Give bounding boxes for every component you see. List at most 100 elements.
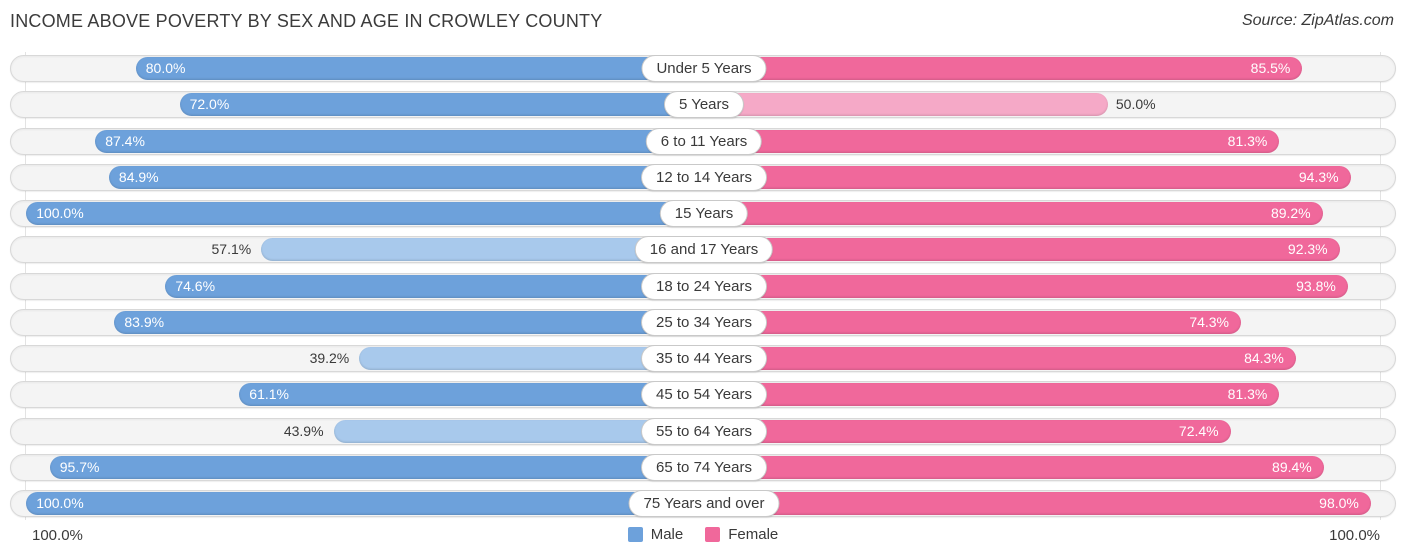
female-value-label: 89.4% bbox=[1272, 458, 1312, 475]
category-label: 35 to 44 Years bbox=[641, 345, 767, 372]
category-label: 25 to 34 Years bbox=[641, 308, 767, 336]
male-bar[interactable] bbox=[165, 274, 704, 298]
chart-row: 100.0% 98.0% 75 Years and over bbox=[10, 490, 1396, 517]
male-value-label: 100.0% bbox=[36, 205, 84, 221]
male-bar[interactable] bbox=[261, 238, 704, 262]
female-value-label: 94.3% bbox=[1298, 168, 1339, 185]
chart-row: 39.2% 84.3% 35 to 44 Years bbox=[10, 345, 1396, 372]
female-bar[interactable] bbox=[704, 419, 1231, 443]
category-label: 15 Years bbox=[659, 200, 749, 227]
male-bar[interactable] bbox=[333, 419, 704, 443]
male-bar[interactable] bbox=[26, 202, 704, 225]
bar-track: 57.1% 92.3% 16 and 17 Years bbox=[10, 236, 1396, 264]
male-bar[interactable] bbox=[135, 57, 704, 80]
male-value-label: 57.1% bbox=[211, 241, 252, 258]
bar-track: 80.0% 85.5% Under 5 Years bbox=[10, 55, 1396, 82]
female-bar[interactable] bbox=[704, 165, 1351, 189]
chart-row: 61.1% 81.3% 45 to 54 Years bbox=[10, 381, 1396, 409]
male-value-label: 84.9% bbox=[118, 168, 159, 185]
bar-track: 100.0% 89.2% 15 Years bbox=[10, 200, 1396, 227]
male-value-label: 80.0% bbox=[145, 60, 186, 76]
male-bar[interactable] bbox=[239, 383, 704, 407]
category-label: 16 and 17 Years bbox=[634, 236, 774, 264]
bar-track: 84.9% 94.3% 12 to 14 Years bbox=[10, 163, 1396, 191]
male-bar[interactable] bbox=[108, 165, 704, 189]
female-bar[interactable] bbox=[704, 238, 1340, 262]
female-value-label: 89.2% bbox=[1270, 205, 1311, 221]
female-bar[interactable] bbox=[704, 455, 1324, 479]
female-value-label: 92.3% bbox=[1287, 241, 1328, 258]
female-swatch-icon bbox=[705, 527, 721, 542]
female-bar[interactable] bbox=[704, 492, 1371, 515]
male-value-label: 43.9% bbox=[283, 422, 324, 439]
male-bar[interactable] bbox=[95, 129, 704, 153]
male-bar[interactable] bbox=[114, 310, 704, 334]
female-bar[interactable] bbox=[704, 347, 1296, 370]
female-value-label: 98.0% bbox=[1319, 495, 1359, 511]
chart-row: 83.9% 74.3% 25 to 34 Years bbox=[10, 308, 1396, 336]
female-value-label: 50.0% bbox=[1115, 96, 1156, 113]
bar-track: 83.9% 74.3% 25 to 34 Years bbox=[10, 308, 1396, 336]
bar-track: 87.4% 81.3% 6 to 11 Years bbox=[10, 127, 1396, 155]
bar-track: 72.0% 50.0% 5 Years bbox=[10, 91, 1396, 119]
category-label: 6 to 11 Years bbox=[645, 127, 763, 155]
male-bar[interactable] bbox=[26, 492, 704, 515]
chart-row: 43.9% 72.4% 55 to 64 Years bbox=[10, 417, 1396, 445]
category-label: 55 to 64 Years bbox=[641, 417, 767, 445]
chart-row: 84.9% 94.3% 12 to 14 Years bbox=[10, 163, 1396, 191]
male-value-label: 83.9% bbox=[124, 313, 165, 330]
male-swatch-icon bbox=[627, 527, 643, 542]
female-value-label: 72.4% bbox=[1178, 422, 1219, 439]
bar-track: 74.6% 93.8% 18 to 24 Years bbox=[10, 272, 1396, 300]
male-value-label: 39.2% bbox=[309, 350, 350, 366]
chart-row: 87.4% 81.3% 6 to 11 Years bbox=[10, 127, 1396, 155]
chart-row: 72.0% 50.0% 5 Years bbox=[10, 91, 1396, 119]
legend-male-label: Male bbox=[650, 526, 684, 543]
x-axis-label-left: 100.0% bbox=[32, 527, 83, 544]
bar-track: 43.9% 72.4% 55 to 64 Years bbox=[10, 417, 1396, 445]
male-bar[interactable] bbox=[49, 455, 704, 479]
male-bar[interactable] bbox=[179, 93, 704, 117]
female-bar[interactable] bbox=[704, 57, 1303, 80]
x-axis-label-right: 100.0% bbox=[1329, 527, 1380, 544]
category-label: 65 to 74 Years bbox=[641, 453, 767, 481]
bar-track: 95.7% 89.4% 65 to 74 Years bbox=[10, 453, 1396, 481]
bar-track: 39.2% 84.3% 35 to 44 Years bbox=[10, 345, 1396, 372]
female-bar[interactable] bbox=[704, 274, 1348, 298]
legend: Male Female bbox=[0, 526, 1406, 543]
legend-female-label: Female bbox=[728, 526, 779, 543]
category-label: 45 to 54 Years bbox=[641, 381, 767, 409]
female-bar[interactable] bbox=[704, 202, 1323, 225]
chart-row: 95.7% 89.4% 65 to 74 Years bbox=[10, 453, 1396, 481]
male-value-label: 72.0% bbox=[189, 96, 230, 113]
category-label: Under 5 Years bbox=[641, 55, 767, 82]
chart-row: 74.6% 93.8% 18 to 24 Years bbox=[10, 272, 1396, 300]
male-value-label: 87.4% bbox=[105, 132, 145, 149]
male-bar[interactable] bbox=[359, 347, 704, 370]
female-bar[interactable] bbox=[704, 129, 1280, 153]
chart-row: 100.0% 89.2% 15 Years bbox=[10, 200, 1396, 227]
category-label: 12 to 14 Years bbox=[641, 163, 767, 191]
male-value-label: 61.1% bbox=[249, 386, 289, 403]
female-value-label: 84.3% bbox=[1244, 350, 1284, 366]
category-label: 75 Years and over bbox=[628, 490, 780, 517]
female-value-label: 81.3% bbox=[1227, 386, 1268, 403]
female-value-label: 85.5% bbox=[1250, 60, 1291, 76]
female-bar[interactable] bbox=[704, 93, 1108, 117]
male-value-label: 95.7% bbox=[59, 458, 100, 475]
chart-row: 80.0% 85.5% Under 5 Years bbox=[10, 55, 1396, 82]
category-label: 5 Years bbox=[663, 91, 745, 119]
legend-item-male[interactable]: Male bbox=[627, 526, 684, 543]
legend-item-female[interactable]: Female bbox=[705, 526, 778, 543]
category-label: 18 to 24 Years bbox=[641, 272, 767, 300]
female-bar[interactable] bbox=[704, 383, 1280, 407]
female-value-label: 81.3% bbox=[1227, 132, 1268, 149]
bar-track: 100.0% 98.0% 75 Years and over bbox=[10, 490, 1396, 517]
female-value-label: 93.8% bbox=[1296, 277, 1336, 294]
chart-title: INCOME ABOVE POVERTY BY SEX AND AGE IN C… bbox=[10, 11, 603, 31]
source-attribution: Source: ZipAtlas.com bbox=[1241, 12, 1394, 29]
female-value-label: 74.3% bbox=[1189, 313, 1230, 330]
female-bar[interactable] bbox=[704, 310, 1241, 334]
